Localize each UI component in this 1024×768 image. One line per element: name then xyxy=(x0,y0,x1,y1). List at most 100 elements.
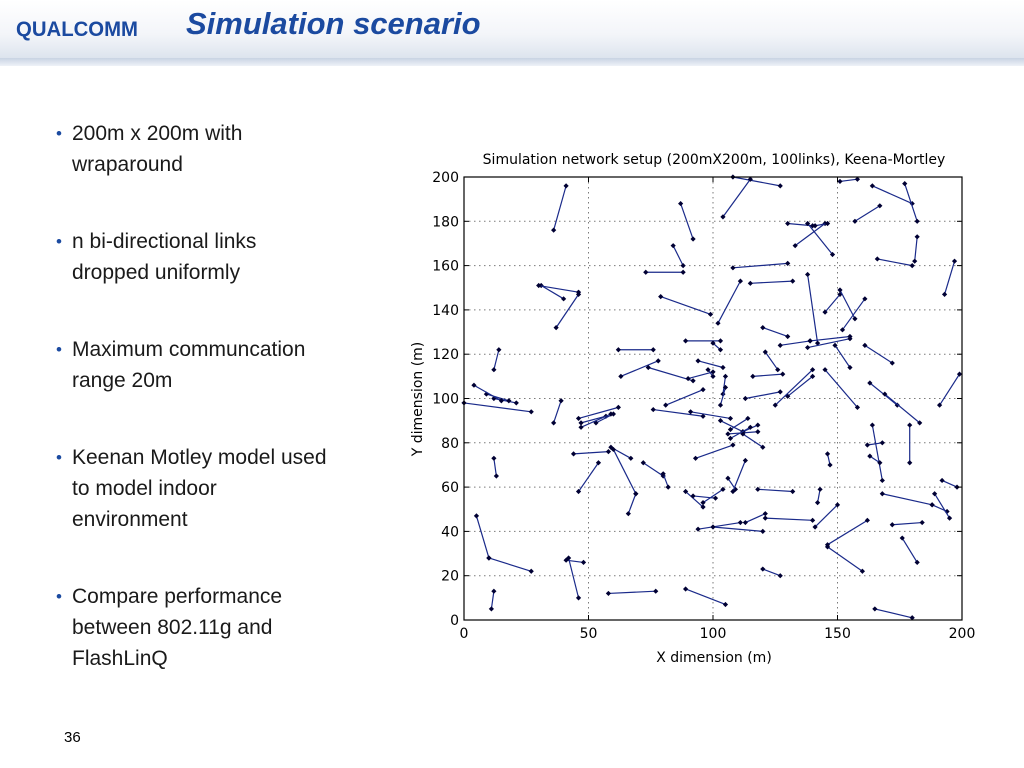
link-node xyxy=(680,269,686,275)
link-node xyxy=(605,449,612,455)
link xyxy=(824,451,833,468)
link-line xyxy=(892,521,923,526)
link-line xyxy=(620,360,659,377)
bullet-dot: • xyxy=(56,587,62,606)
link xyxy=(720,176,753,220)
link-line xyxy=(702,488,724,504)
link-node xyxy=(755,486,761,492)
link-node xyxy=(655,358,661,364)
y-tick-label: 60 xyxy=(441,480,459,496)
link-node xyxy=(683,488,689,495)
link xyxy=(658,294,714,317)
link xyxy=(805,336,853,351)
y-tick-label: 0 xyxy=(450,613,459,629)
link-node xyxy=(578,420,584,426)
link-node xyxy=(814,500,821,506)
link-node xyxy=(491,455,497,461)
link-node xyxy=(812,524,818,530)
link-node xyxy=(700,504,706,510)
link-node xyxy=(575,488,582,495)
link-line xyxy=(774,369,814,406)
y-tick-label: 40 xyxy=(441,524,459,540)
grid-layer xyxy=(464,177,962,620)
link-node xyxy=(785,333,791,340)
link-line xyxy=(914,236,918,262)
link-line xyxy=(787,375,813,397)
y-tick-label: 160 xyxy=(432,259,459,275)
link xyxy=(837,176,861,185)
link-line xyxy=(882,493,933,506)
link-node xyxy=(777,389,783,395)
link-line xyxy=(864,344,893,364)
link-node xyxy=(877,460,883,466)
link-node xyxy=(772,402,778,408)
link-node xyxy=(725,431,731,437)
link-node xyxy=(491,588,497,594)
link-node xyxy=(792,243,798,249)
link-node xyxy=(575,289,582,295)
link xyxy=(553,291,582,331)
link xyxy=(700,486,726,506)
link-node xyxy=(834,502,841,508)
link-line xyxy=(660,296,711,315)
bullet-line: FlashLinQ xyxy=(72,647,168,670)
link-line xyxy=(762,568,781,577)
link xyxy=(867,453,883,466)
link-node xyxy=(645,364,651,371)
link-line xyxy=(732,262,788,269)
link-line xyxy=(807,274,819,344)
link-node xyxy=(643,269,649,275)
link-line xyxy=(687,371,714,380)
link-line xyxy=(538,284,579,293)
link-node xyxy=(877,203,883,209)
link xyxy=(805,271,821,346)
link xyxy=(785,373,816,399)
link-node xyxy=(805,220,811,227)
link-node xyxy=(919,519,925,526)
link-line xyxy=(473,384,502,402)
bullet-line: range 20m xyxy=(72,369,173,392)
y-tick-label: 180 xyxy=(432,214,459,230)
link xyxy=(852,203,883,224)
link xyxy=(814,486,823,506)
link-line xyxy=(627,493,637,514)
link-line xyxy=(824,294,841,313)
link-node xyxy=(730,442,736,448)
link-line xyxy=(580,413,612,428)
link-line xyxy=(839,289,856,320)
bullet-item: • Compare performance between 802.11g an… xyxy=(56,581,396,674)
link xyxy=(760,325,791,340)
x-tick-label: 50 xyxy=(580,626,598,642)
link-line xyxy=(567,557,580,598)
link-line xyxy=(722,376,727,395)
link-node xyxy=(628,455,634,461)
link xyxy=(640,460,666,479)
link-node xyxy=(528,409,534,415)
link-node xyxy=(805,344,811,351)
link-node xyxy=(513,400,519,406)
link xyxy=(491,347,502,373)
link-node xyxy=(730,265,736,271)
link-node xyxy=(747,424,753,430)
link xyxy=(742,389,783,402)
link-node xyxy=(720,214,726,220)
link-line xyxy=(757,488,793,493)
link-node xyxy=(742,395,748,402)
link-node xyxy=(690,493,696,499)
link-line xyxy=(573,451,609,455)
y-tick-label: 140 xyxy=(432,303,459,319)
link-line xyxy=(608,590,656,595)
link xyxy=(824,544,865,574)
link-line xyxy=(765,517,813,521)
link-node xyxy=(839,327,846,333)
link-node xyxy=(879,491,885,497)
link-node xyxy=(683,338,689,344)
link-node xyxy=(561,296,567,302)
bullet-item: • 200m x 200m with wraparound xyxy=(56,118,396,180)
bullet-line: dropped uniformly xyxy=(72,261,241,284)
link-node xyxy=(824,220,831,227)
link-line xyxy=(834,345,851,368)
link-node xyxy=(730,488,736,495)
link-line xyxy=(874,608,913,619)
link-line xyxy=(884,393,921,424)
